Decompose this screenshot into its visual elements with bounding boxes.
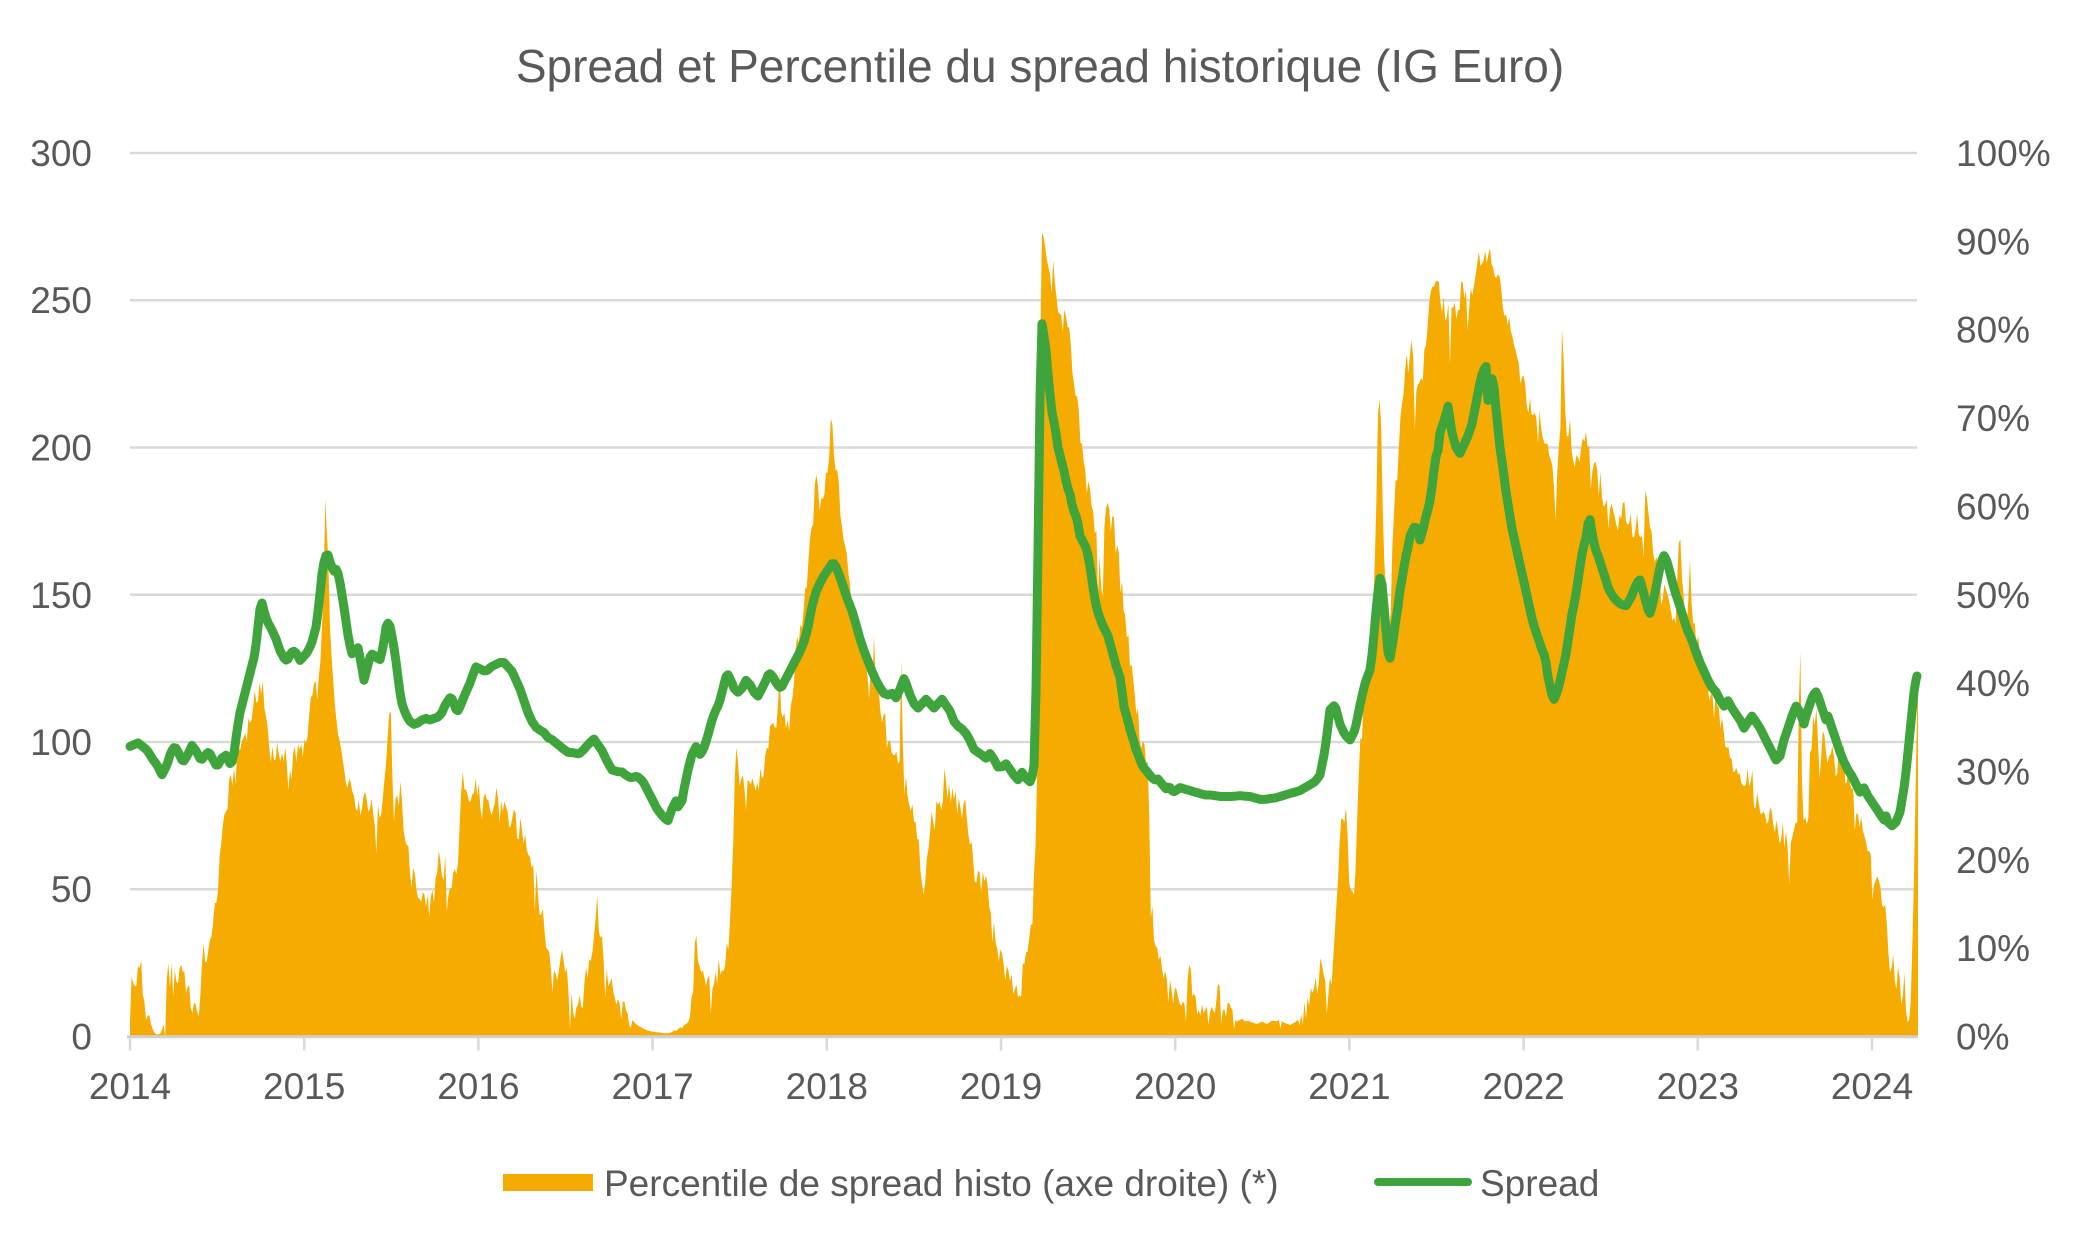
svg-text:2023: 2023 xyxy=(1657,1066,1739,1107)
svg-text:2021: 2021 xyxy=(1308,1066,1390,1107)
svg-text:2017: 2017 xyxy=(611,1066,693,1107)
svg-text:2015: 2015 xyxy=(263,1066,345,1107)
svg-text:2022: 2022 xyxy=(1482,1066,1564,1107)
svg-text:2019: 2019 xyxy=(960,1066,1042,1107)
svg-text:200: 200 xyxy=(30,428,92,469)
svg-text:60%: 60% xyxy=(1956,486,2030,527)
svg-text:50%: 50% xyxy=(1956,575,2030,616)
svg-text:40%: 40% xyxy=(1956,663,2030,704)
svg-text:0: 0 xyxy=(71,1017,92,1058)
svg-text:2014: 2014 xyxy=(89,1066,171,1107)
svg-text:70%: 70% xyxy=(1956,398,2030,439)
svg-text:2018: 2018 xyxy=(786,1066,868,1107)
svg-text:10%: 10% xyxy=(1956,928,2030,969)
svg-text:Spread: Spread xyxy=(1480,1163,1599,1204)
svg-text:100: 100 xyxy=(30,722,92,763)
svg-text:90%: 90% xyxy=(1956,221,2030,262)
svg-text:Spread et Percentile du spread: Spread et Percentile du spread historiqu… xyxy=(516,40,1564,92)
svg-text:100%: 100% xyxy=(1956,133,2051,174)
svg-text:30%: 30% xyxy=(1956,752,2030,793)
svg-text:150: 150 xyxy=(30,575,92,616)
svg-text:20%: 20% xyxy=(1956,840,2030,881)
svg-text:250: 250 xyxy=(30,280,92,321)
svg-text:50: 50 xyxy=(51,869,92,910)
svg-text:80%: 80% xyxy=(1956,310,2030,351)
svg-text:2020: 2020 xyxy=(1134,1066,1216,1107)
svg-text:300: 300 xyxy=(30,133,92,174)
svg-text:0%: 0% xyxy=(1956,1017,2009,1058)
svg-text:Percentile de spread histo (ax: Percentile de spread histo (axe droite) … xyxy=(604,1163,1279,1204)
svg-text:2024: 2024 xyxy=(1831,1066,1913,1107)
svg-text:2016: 2016 xyxy=(437,1066,519,1107)
